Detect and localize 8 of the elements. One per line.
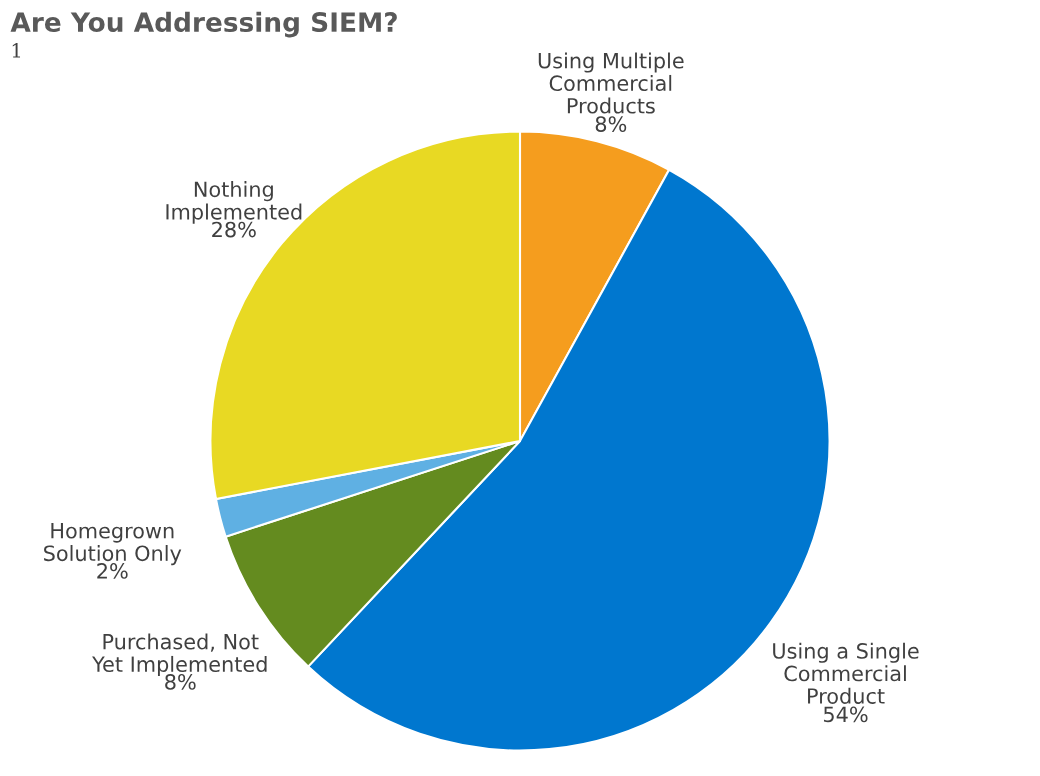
- chart-title: Are You Addressing SIEM?: [10, 11, 397, 38]
- slice-label: Using Multiple Commercial Products: [538, 52, 684, 114]
- slice-label: Using a Single Commercial Product: [773, 642, 919, 704]
- slice-label: Purchased, Not Yet Implemented: [92, 633, 267, 677]
- data-label: 54%: [823, 706, 868, 723]
- data-label: 8%: [165, 674, 196, 690]
- data-label: 8%: [595, 116, 627, 132]
- text: 1: [12, 43, 21, 58]
